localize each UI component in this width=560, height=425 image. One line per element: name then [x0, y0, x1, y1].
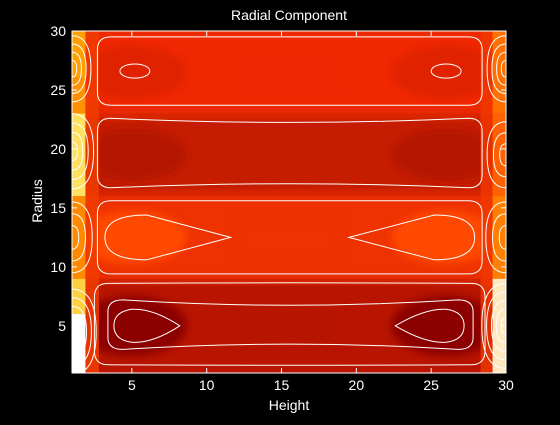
heatmap-stripe — [72, 107, 506, 120]
contour-edge-arc — [72, 322, 78, 341]
y-tick-label: 15 — [50, 200, 66, 216]
contour-edge-arc — [72, 225, 80, 250]
heatmap-right-edge-cell — [492, 278, 506, 373]
contour-edge-arc — [72, 51, 82, 86]
axes: 5 10 15 20 25 30 5 10 15 20 25 30 — [50, 23, 514, 393]
contour-edge-arc — [492, 132, 506, 178]
contour-edge-arc — [481, 282, 506, 369]
heatmap-core — [76, 45, 187, 99]
contour-edge-arc — [486, 35, 506, 103]
heatmap-left-edge-cell — [72, 78, 86, 114]
heatmap-core — [391, 45, 502, 99]
heatmap-left-edge-cell — [72, 31, 86, 79]
heatmap-core — [76, 128, 187, 182]
contour-edge-arc — [498, 225, 506, 250]
heatmap-right-fringe — [480, 31, 493, 373]
contour-edge-arc — [72, 141, 78, 162]
contour-edge-arc — [485, 201, 506, 274]
y-tick-label: 20 — [50, 141, 66, 157]
contour-edge-arc — [486, 121, 506, 189]
contour-band — [93, 282, 486, 366]
contour-band — [96, 200, 483, 275]
heatmap-right-edge-cell — [492, 31, 506, 114]
heatmap-stripe — [72, 190, 506, 203]
heatmap-left-fringe — [85, 31, 99, 373]
plot-frame — [71, 30, 507, 374]
heatmap-core — [391, 295, 502, 357]
x-tick-label: 15 — [274, 377, 290, 393]
x-tick-label: 5 — [128, 377, 136, 393]
contour-edge-arc — [496, 51, 506, 86]
heatmap-core — [391, 128, 502, 182]
contour-teardrop-right — [346, 214, 476, 261]
contour-edge-arc — [491, 43, 506, 94]
heatmap-core — [76, 210, 187, 264]
heatmap-band-mid — [236, 51, 342, 93]
contour-edge-arc — [72, 131, 84, 171]
heatmap-stripe — [72, 272, 506, 285]
contour-edge-arc — [72, 314, 83, 350]
contour-edge-arc — [72, 305, 88, 358]
contour-edge-arc — [486, 291, 506, 361]
heatmap-band-mid — [236, 134, 342, 176]
contour-edge-arc — [490, 299, 506, 352]
y-tick-label: 10 — [50, 259, 66, 275]
contour-edge-arc — [72, 113, 95, 190]
contour-edge-arc — [72, 288, 97, 373]
contour-edge-arc — [72, 43, 87, 94]
y-axis-label: Radius — [29, 179, 45, 223]
contour-drop-right — [394, 308, 465, 343]
heatmap-layer — [72, 31, 506, 373]
x-axis-label: Height — [269, 397, 310, 413]
heatmap-core — [391, 210, 502, 264]
chart-title: Radial Component — [231, 7, 347, 23]
heatmap-band-mid — [236, 302, 342, 350]
contour-teardrop-left — [104, 214, 233, 261]
heatmap-left-edge-cell — [72, 113, 86, 197]
contour-band — [107, 299, 474, 350]
contour-edge-arc — [72, 297, 92, 367]
x-tick-label: 30 — [498, 377, 514, 393]
x-tick-label: 20 — [349, 377, 365, 393]
contour-edge-arc — [72, 35, 92, 103]
y-tick-label: 30 — [50, 23, 66, 39]
x-tick-label: 25 — [423, 377, 439, 393]
y-tick-label: 5 — [58, 318, 66, 334]
contour-band — [96, 117, 483, 189]
contour-edge-arc — [72, 201, 93, 274]
contour-edge-arc — [495, 308, 506, 344]
heatmap-left-edge-cell — [72, 278, 86, 315]
contour-edge-arc — [491, 213, 506, 262]
heatmap-band-mid — [236, 216, 342, 259]
contour-edge-arc — [72, 213, 87, 262]
contour-edge-arc — [500, 60, 506, 78]
contour-edge-arc — [499, 143, 506, 167]
contour-edge-arc — [72, 60, 78, 78]
contour-drop-left — [113, 308, 181, 343]
contour-oval — [119, 63, 151, 79]
contour-band — [96, 36, 483, 106]
heatmap-core — [76, 295, 187, 357]
y-tick-label: 25 — [50, 82, 66, 98]
contour-oval — [430, 63, 462, 79]
contour-edge-arc — [72, 122, 89, 181]
x-tick-label: 10 — [199, 377, 215, 393]
contour-layer — [72, 35, 506, 373]
